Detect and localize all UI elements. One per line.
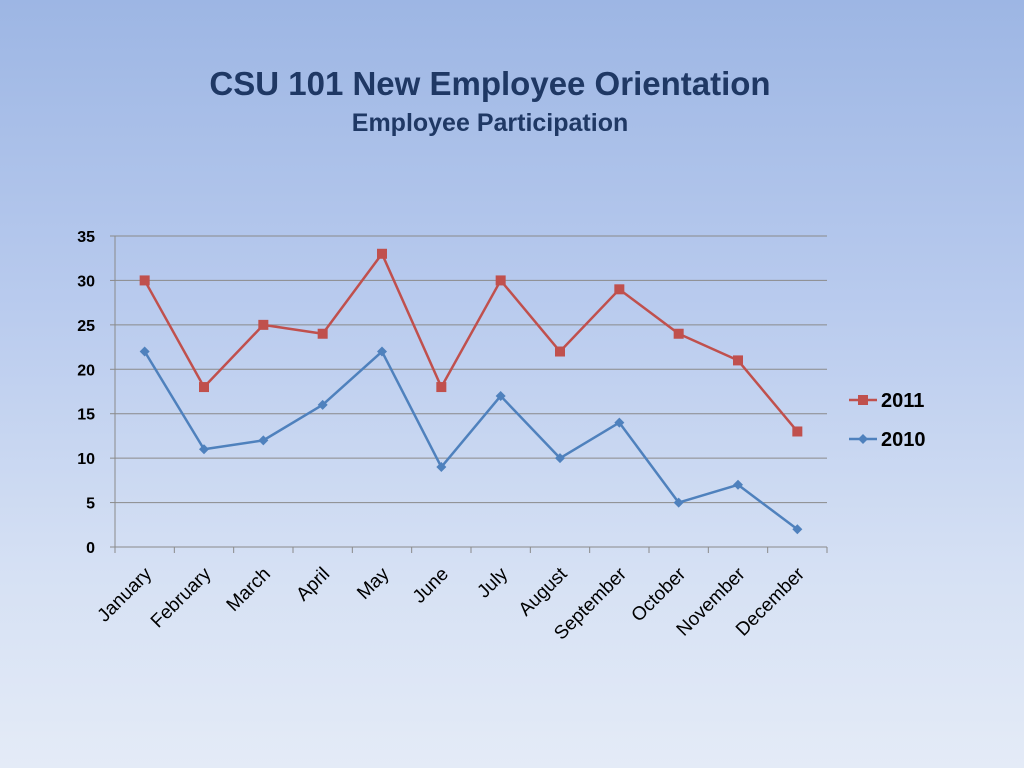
x-tick-label: March (223, 564, 275, 616)
data-point-2011 (792, 426, 803, 437)
x-tick-label: July (473, 563, 512, 602)
data-point-2010 (377, 346, 387, 357)
data-point-2011 (733, 355, 743, 366)
data-point-2010 (139, 346, 150, 357)
series-2010 (139, 346, 803, 535)
data-point-2010 (317, 399, 328, 410)
x-tick-label: May (353, 563, 394, 604)
data-point-2010 (673, 497, 684, 508)
y-tick-label: 30 (77, 273, 95, 290)
x-tick-label: June (409, 564, 453, 608)
data-point-2011 (673, 328, 684, 339)
data-point-2010 (258, 435, 269, 446)
data-point-2011 (377, 248, 387, 259)
y-axis-tick-labels: 0 5 10 15 20 25 30 35 (77, 229, 95, 557)
slide-title: CSU 101 New Employee Orientation (209, 65, 771, 102)
data-point-2010 (436, 462, 447, 473)
axes (110, 235, 828, 553)
data-point-2011 (199, 382, 209, 393)
y-tick-label: 25 (77, 318, 95, 335)
x-tick-label: February (147, 563, 216, 632)
chart-series (139, 248, 803, 535)
legend-item-2011: 2011 (849, 390, 924, 412)
y-tick-label: 35 (77, 229, 95, 246)
data-point-2011 (139, 275, 150, 286)
y-tick-label: 5 (86, 496, 95, 513)
series-line-2011 (143, 252, 799, 433)
gridlines (115, 235, 827, 504)
data-point-2011 (317, 328, 328, 339)
y-tick-label: 0 (86, 540, 95, 557)
data-point-2010 (614, 417, 625, 428)
legend-label: 2011 (881, 390, 924, 412)
x-tick-label: August (515, 563, 572, 620)
data-point-2010 (733, 479, 743, 490)
x-tick-label: April (292, 564, 334, 606)
data-point-2010 (495, 390, 506, 401)
y-tick-label: 10 (77, 451, 95, 468)
legend-item-2010: 2010 (849, 429, 926, 451)
slide-subtitle: Employee Participation (351, 109, 629, 137)
legend-label: 2010 (881, 429, 926, 451)
series-line-2010 (143, 350, 799, 531)
data-point-2011 (258, 319, 269, 330)
data-point-2010 (555, 453, 565, 464)
data-point-2010 (792, 524, 803, 535)
legend-marker (858, 434, 868, 444)
series-2011 (139, 248, 803, 437)
data-point-2011 (614, 284, 625, 295)
chart-legend: 2011 2010 (849, 390, 926, 451)
y-tick-label: 15 (77, 407, 95, 424)
data-point-2011 (555, 346, 565, 357)
y-tick-label: 20 (77, 362, 95, 379)
data-point-2011 (495, 275, 506, 286)
data-point-2010 (199, 444, 209, 455)
data-point-2011 (436, 382, 447, 393)
legend-marker (858, 395, 868, 405)
